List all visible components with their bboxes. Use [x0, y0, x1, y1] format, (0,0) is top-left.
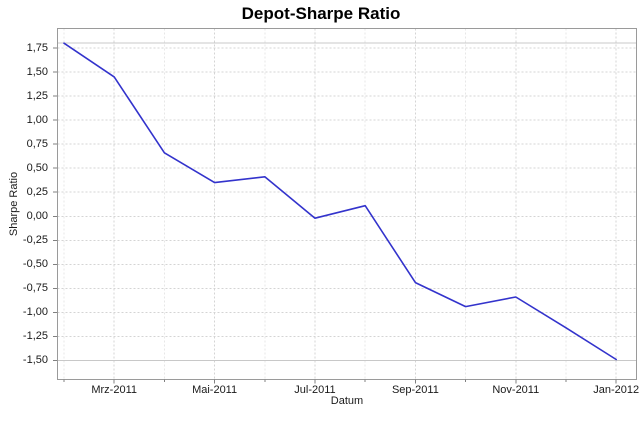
- y-tick-label: -0,75: [22, 281, 48, 294]
- y-tick-label: -0,25: [22, 233, 48, 246]
- y-tick-label: 0,00: [26, 209, 48, 222]
- x-tick-label: Jul-2011: [294, 384, 336, 396]
- x-axis-title: Datum: [330, 395, 364, 407]
- plot-border: [57, 28, 637, 380]
- y-tick-label: 1,25: [26, 89, 48, 102]
- x-tick-label: Mrz-2011: [91, 384, 138, 396]
- sharpe-ratio-series-line: [63, 42, 618, 361]
- y-tick-label: 0,25: [26, 185, 48, 198]
- y-tick-label: -1,00: [22, 305, 48, 318]
- y-tick-label: -1,25: [22, 329, 48, 342]
- y-tick-label: 1,50: [26, 65, 48, 78]
- chart-title: Depot-Sharpe Ratio: [241, 4, 401, 23]
- x-tick-label: Nov-2011: [492, 384, 540, 396]
- y-tick-label: 1,00: [26, 113, 48, 126]
- y-tick-label: -0,50: [22, 257, 48, 270]
- y-tick-label: 1,75: [26, 41, 48, 54]
- y-tick-label: 0,50: [26, 161, 48, 174]
- x-tick-label: Sep-2011: [391, 384, 439, 396]
- y-tick-label: -1,50: [22, 353, 48, 366]
- x-tick-label: Mai-2011: [192, 384, 238, 396]
- x-tick-label: Jan-2012: [593, 384, 640, 396]
- y-tick-label: 0,75: [26, 137, 48, 150]
